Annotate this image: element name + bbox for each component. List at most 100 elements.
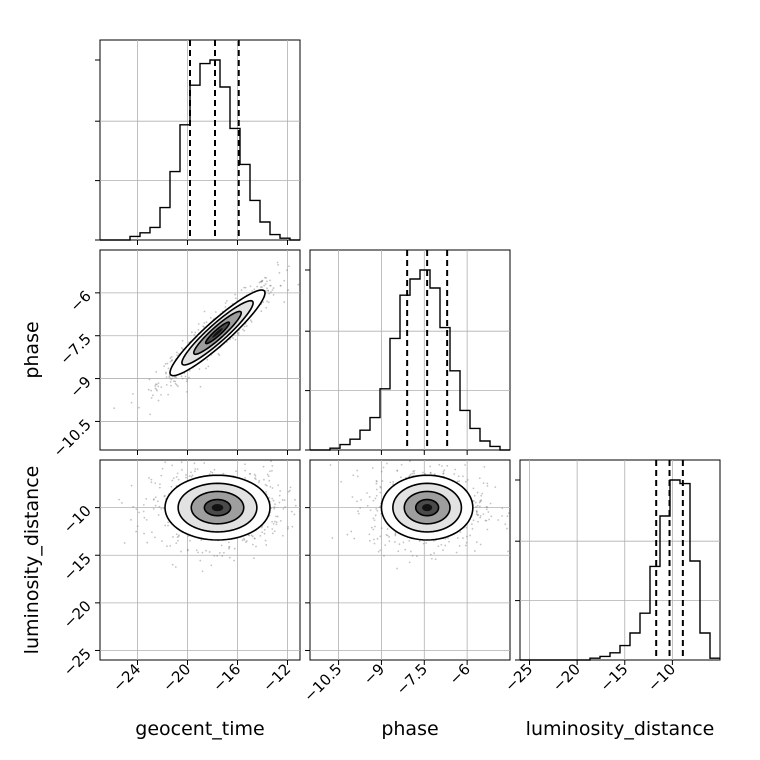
scatter-point — [425, 542, 428, 544]
scatter-point — [180, 550, 182, 553]
scatter-point — [264, 276, 266, 279]
scatter-point — [506, 515, 509, 518]
scatter-point — [275, 515, 277, 518]
scatter-point — [197, 551, 199, 554]
scatter-point — [158, 486, 161, 489]
scatter-point — [287, 289, 290, 291]
scatter-point — [433, 473, 436, 476]
scatter-point — [275, 523, 278, 526]
scatter-point — [248, 472, 251, 475]
scatter-point — [165, 372, 167, 375]
scatter-point — [197, 329, 200, 331]
scatter-point — [464, 480, 467, 483]
contour-line-0 — [380, 474, 474, 541]
scatter-point — [479, 499, 482, 502]
scatter-point — [232, 337, 234, 339]
scatter-point — [378, 506, 381, 509]
scatter-point — [475, 541, 478, 544]
scatter-point — [198, 368, 201, 370]
scatter-point — [413, 470, 416, 472]
scatter-point — [286, 527, 289, 530]
scatter-point — [216, 554, 219, 557]
scatter-point — [221, 555, 224, 557]
scatter-point — [266, 526, 269, 528]
scatter-point — [264, 483, 267, 486]
x-tick-label: −16 — [209, 660, 244, 695]
scatter-point — [142, 504, 145, 506]
scatter-point — [284, 506, 287, 508]
scatter-point — [191, 331, 193, 334]
scatter-point — [257, 481, 260, 484]
scatter-point — [389, 481, 392, 484]
scatter-point — [409, 473, 412, 476]
scatter-point — [149, 413, 152, 416]
scatter-point — [241, 539, 244, 542]
scatter-point — [278, 501, 281, 504]
scatter-point — [244, 469, 247, 472]
scatter-point — [159, 483, 161, 486]
scatter-point — [181, 377, 184, 380]
scatter-point — [507, 512, 510, 515]
scatter-point — [219, 551, 221, 554]
scatter-point — [171, 479, 174, 482]
scatter-point — [479, 543, 482, 546]
scatter-point — [375, 482, 378, 485]
scatter-point — [175, 542, 178, 545]
scatter-point — [177, 478, 180, 481]
scatter-point — [265, 484, 268, 487]
scatter-point — [418, 540, 421, 542]
scatter-point — [277, 263, 280, 266]
scatter-point — [371, 467, 374, 469]
scatter-point — [201, 551, 204, 554]
scatter-point — [188, 475, 191, 478]
scatter-point — [150, 481, 153, 484]
scatter-point — [283, 301, 286, 303]
scatter-point — [168, 374, 171, 377]
scatter-point — [186, 378, 188, 381]
scatter-point — [154, 496, 157, 499]
scatter-point — [447, 537, 449, 539]
scatter-point — [456, 480, 459, 483]
scatter-point — [477, 520, 479, 523]
scatter-point — [372, 538, 375, 541]
density-peak — [212, 328, 223, 338]
scatter-point — [307, 513, 309, 515]
scatter-point — [260, 526, 263, 529]
scatter-point — [444, 537, 447, 540]
scatter-point — [173, 380, 175, 383]
scatter-point — [379, 491, 382, 494]
scatter-point — [174, 380, 177, 383]
scatter-point — [205, 549, 207, 552]
scatter-point — [455, 551, 458, 554]
scatter-point — [160, 507, 163, 510]
scatter-point — [372, 528, 375, 531]
gridlines-y — [310, 507, 510, 651]
scatter-point — [154, 504, 157, 507]
scatter-point — [273, 507, 276, 510]
scatter-point — [388, 540, 391, 543]
scatter-point — [272, 287, 275, 289]
scatter-point — [168, 456, 170, 458]
scatter-point — [271, 532, 274, 535]
gridlines-y — [310, 330, 510, 392]
scatter-point — [194, 470, 196, 473]
scatter-point — [148, 378, 151, 381]
scatter-point — [392, 480, 395, 483]
scatter-point — [271, 497, 274, 500]
scatter-point — [199, 559, 202, 562]
histogram-phase — [310, 269, 510, 451]
scatter-point — [472, 487, 475, 490]
scatter-point — [359, 507, 362, 509]
scatter-point — [185, 473, 187, 476]
scatter-point — [271, 289, 274, 291]
scatter-point — [372, 517, 375, 520]
scatter-point — [273, 520, 276, 523]
scatter-point — [278, 271, 281, 274]
scatter-point — [237, 460, 240, 462]
scatter-point — [164, 494, 166, 497]
scatter-point — [138, 511, 140, 514]
density-layer — [118, 456, 309, 573]
scatter-point — [412, 470, 415, 473]
scatter-point — [258, 281, 261, 284]
scatter-point — [458, 545, 461, 547]
